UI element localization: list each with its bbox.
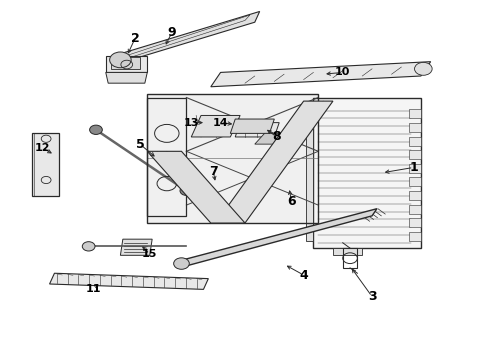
Text: 7: 7 [209,165,218,177]
Circle shape [173,258,189,269]
Circle shape [110,52,131,68]
Polygon shape [409,191,421,200]
Polygon shape [409,123,421,132]
Text: 4: 4 [299,269,308,282]
Polygon shape [235,123,279,137]
Polygon shape [409,177,421,186]
Text: 2: 2 [131,32,140,45]
Polygon shape [409,109,421,118]
Circle shape [180,186,193,195]
Polygon shape [230,119,274,134]
Text: 9: 9 [168,27,176,40]
Text: 6: 6 [287,195,296,208]
Polygon shape [147,94,318,223]
Polygon shape [49,273,208,289]
Text: 11: 11 [86,284,101,294]
Text: 13: 13 [184,118,199,128]
Polygon shape [333,248,362,255]
Polygon shape [409,136,421,145]
Circle shape [82,242,95,251]
Polygon shape [409,232,421,241]
Polygon shape [106,56,147,72]
Circle shape [90,125,102,134]
Polygon shape [32,134,59,196]
Polygon shape [179,209,377,268]
Polygon shape [111,57,140,69]
Circle shape [415,62,432,75]
Polygon shape [191,116,240,137]
Polygon shape [121,239,152,255]
Polygon shape [409,164,421,173]
Polygon shape [113,12,260,65]
Polygon shape [409,150,421,159]
Polygon shape [147,151,245,223]
Polygon shape [255,134,284,144]
Polygon shape [106,72,147,83]
Text: 15: 15 [142,248,157,258]
Polygon shape [211,62,431,87]
Text: 5: 5 [136,138,145,150]
Polygon shape [409,219,421,227]
Polygon shape [409,205,421,214]
Text: 1: 1 [409,161,418,174]
Text: 3: 3 [368,290,376,303]
Polygon shape [314,98,421,248]
Text: 12: 12 [34,143,50,153]
Polygon shape [216,101,333,223]
Text: 10: 10 [335,67,350,77]
Text: 14: 14 [213,118,228,128]
Polygon shape [306,105,314,241]
Text: 8: 8 [272,130,281,144]
